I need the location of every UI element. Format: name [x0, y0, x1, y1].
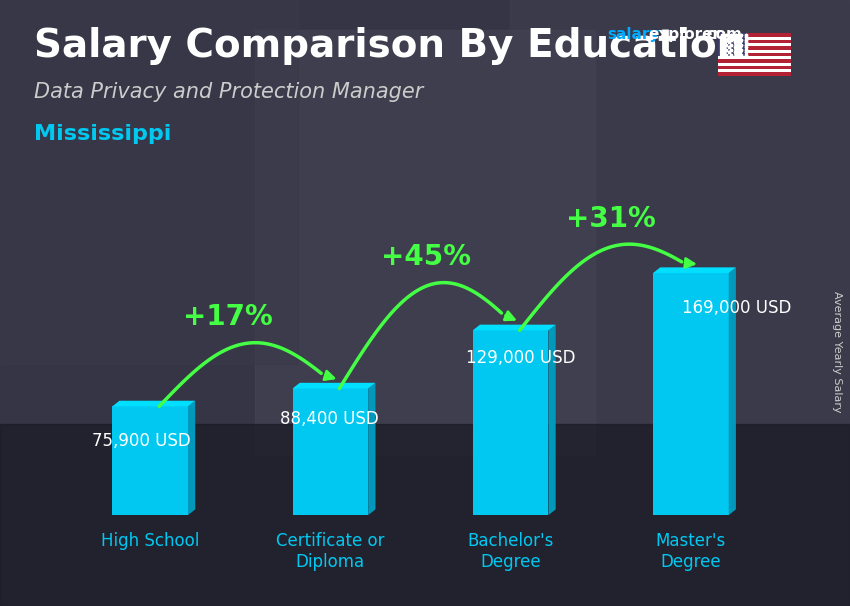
- Bar: [718, 69, 791, 73]
- Polygon shape: [188, 401, 196, 515]
- Bar: [718, 40, 791, 43]
- Text: Salary Comparison By Education: Salary Comparison By Education: [34, 27, 745, 65]
- Text: 169,000 USD: 169,000 USD: [682, 299, 791, 317]
- Text: +17%: +17%: [183, 303, 272, 331]
- Bar: [718, 53, 791, 56]
- Text: 129,000 USD: 129,000 USD: [466, 349, 575, 367]
- Bar: [718, 59, 791, 62]
- Bar: [718, 62, 791, 66]
- Bar: [718, 47, 791, 50]
- Text: salary: salary: [608, 27, 660, 42]
- Bar: [718, 66, 791, 69]
- Polygon shape: [292, 388, 368, 515]
- Bar: [718, 50, 791, 53]
- Text: explorer: explorer: [649, 27, 721, 42]
- Text: Average Yearly Salary: Average Yearly Salary: [832, 291, 842, 412]
- Polygon shape: [112, 407, 188, 515]
- Bar: [510, 0, 850, 424]
- Polygon shape: [473, 330, 548, 515]
- Polygon shape: [112, 401, 196, 407]
- Text: +31%: +31%: [566, 205, 655, 233]
- Polygon shape: [473, 325, 556, 330]
- Bar: [0, 424, 850, 606]
- Text: Data Privacy and Protection Manager: Data Privacy and Protection Manager: [34, 82, 423, 102]
- Bar: [718, 36, 791, 40]
- Polygon shape: [653, 273, 728, 515]
- Polygon shape: [368, 383, 376, 515]
- Text: .com: .com: [701, 27, 742, 42]
- Bar: [718, 56, 791, 59]
- Polygon shape: [548, 325, 556, 515]
- Text: 88,400 USD: 88,400 USD: [280, 410, 378, 428]
- Polygon shape: [292, 383, 376, 388]
- Bar: [0, 0, 298, 364]
- Bar: [718, 33, 747, 56]
- Text: 75,900 USD: 75,900 USD: [93, 432, 191, 450]
- Bar: [718, 73, 791, 76]
- Text: +45%: +45%: [381, 243, 471, 271]
- Bar: [718, 43, 791, 47]
- Bar: [718, 33, 791, 36]
- Polygon shape: [728, 267, 736, 515]
- Text: Mississippi: Mississippi: [34, 124, 172, 144]
- Bar: [255, 30, 595, 454]
- Polygon shape: [653, 267, 736, 273]
